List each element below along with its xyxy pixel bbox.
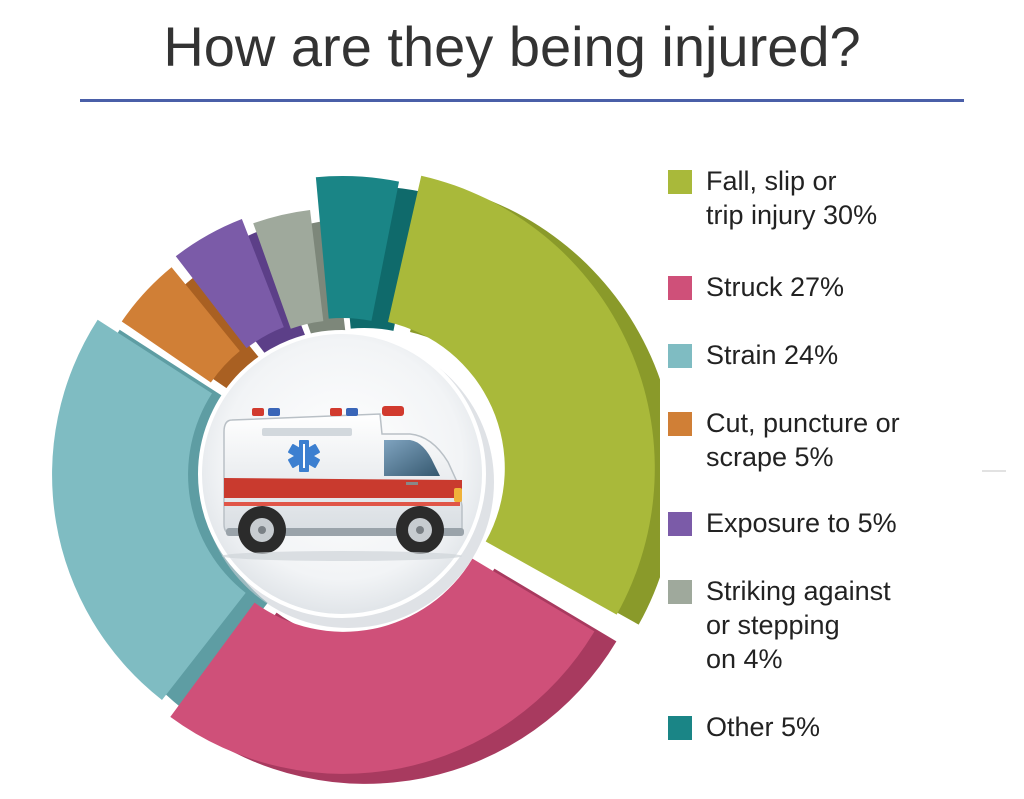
slice-fall-slip-or-trip-injury [388, 175, 655, 615]
legend-swatch [668, 716, 692, 740]
legend-swatch [668, 412, 692, 436]
legend-item: Cut, puncture or scrape 5% [668, 406, 1006, 474]
slice-struck [170, 558, 595, 774]
legend-label: Other 5% [706, 712, 821, 742]
chart-slices [52, 175, 660, 784]
slice-cut-puncture-or-scrape [121, 267, 240, 383]
legend-item: Fall, slip or trip injury 30% [668, 164, 1006, 232]
divider-mark [982, 470, 1006, 472]
legend-item: Strain 24% [668, 338, 1006, 372]
title-underline [80, 99, 964, 102]
slice-striking-against-or-stepping-on [253, 209, 324, 329]
legend-swatch [668, 580, 692, 604]
legend-item: Striking against or stepping on 4% [668, 574, 1006, 676]
legend-swatch [668, 170, 692, 194]
injury-donut-chart [52, 175, 660, 784]
legend-item: Other 5% [668, 710, 1006, 744]
legend-label: Struck 27% [706, 272, 845, 302]
legend-swatch [668, 344, 692, 368]
legend-item: Struck 27% [668, 270, 1006, 304]
slice-other [315, 176, 400, 321]
center-badge [198, 330, 494, 628]
slice-strain [52, 319, 246, 701]
legend-label: Fall, slip or trip injury 30% [706, 166, 878, 230]
chart-title: How are they being injured? [163, 15, 861, 78]
legend-swatch [668, 276, 692, 300]
slice-exposure-to [175, 219, 284, 349]
ambulance-icon [222, 406, 464, 561]
legend-label: Cut, puncture or scrape 5% [706, 408, 900, 472]
legend-label: Strain 24% [706, 340, 839, 370]
legend-swatch [668, 512, 692, 536]
legend-label: Exposure to 5% [706, 508, 897, 538]
legend-label: Striking against or stepping on 4% [706, 576, 891, 674]
legend-item: Exposure to 5% [668, 506, 1006, 540]
